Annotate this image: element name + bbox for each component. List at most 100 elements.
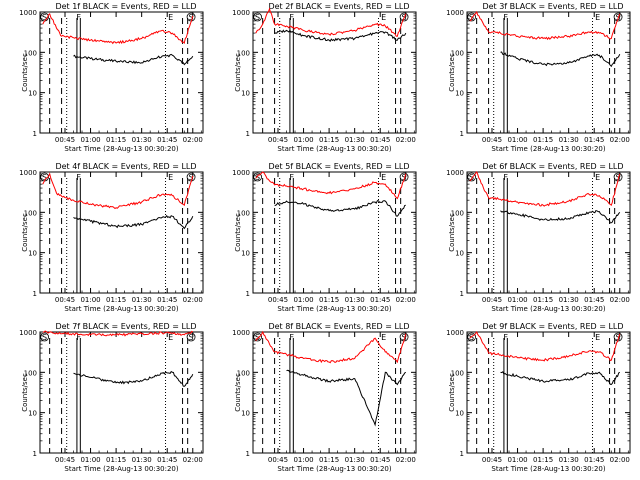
marker-label: F [290, 333, 295, 342]
y-tick-label: 10 [241, 250, 250, 258]
series-line [286, 369, 407, 427]
marker-circle [253, 12, 263, 22]
series-line [255, 7, 407, 37]
y-tick-label: 10 [241, 90, 250, 98]
y-tick-label: 1 [246, 130, 250, 138]
x-tick-label: 02:00 [183, 456, 203, 464]
y-axis-label: Counts/sec [234, 373, 242, 412]
y-axis-label: Counts/sec [448, 373, 456, 412]
series-line [73, 214, 194, 230]
chart-title: Det 1f BLACK = Events, RED = LLD [55, 2, 196, 11]
y-axis-label: Counts/sec [448, 213, 456, 252]
y-tick-label: 1000 [19, 9, 37, 17]
x-tick-label: 01:30 [345, 136, 365, 144]
y-axis-label: Counts/sec [234, 213, 242, 252]
x-axis-label: Start Time (28-Aug-13 00:30:20) [491, 145, 605, 153]
x-tick-label: 00:45 [55, 456, 75, 464]
x-tick-label: 01:30 [558, 136, 578, 144]
y-tick-label: 1 [33, 450, 37, 458]
x-tick-label: 02:00 [609, 456, 629, 464]
x-tick-label: 00:45 [481, 456, 501, 464]
x-tick-label: 01:30 [132, 296, 152, 304]
series-line [42, 330, 194, 337]
x-tick-label: 01:00 [294, 296, 314, 304]
marker-label: E [168, 13, 173, 22]
x-tick-label: 01:45 [157, 296, 177, 304]
y-axis-label: Counts/sec [234, 53, 242, 92]
x-tick-label: 01:15 [106, 296, 126, 304]
marker-label: F [76, 333, 81, 342]
marker-circle [40, 332, 49, 342]
series-line [499, 210, 620, 224]
y-tick-label: 1000 [446, 9, 464, 17]
x-tick-label: 02:00 [183, 296, 203, 304]
detector-panel: Det 1f BLACK = Events, RED = LLD 1 10 100 10… [0, 0, 213, 160]
chart-title: Det 5f BLACK = Events, RED = LLD [269, 162, 410, 171]
x-tick-label: 01:15 [319, 136, 339, 144]
marker-label: S [189, 13, 194, 22]
marker-circle [466, 12, 476, 22]
marker-label: E [595, 13, 600, 22]
marker-label: S [615, 333, 620, 342]
y-tick-label: 1 [246, 450, 250, 458]
series-line [274, 200, 407, 217]
chart-svg: Det 2f BLACK = Events, RED = LLD 1 10 100 10… [232, 2, 417, 153]
x-tick-label: 00:45 [268, 136, 288, 144]
plot-frame [252, 171, 417, 294]
y-tick-label: 1 [33, 130, 37, 138]
y-tick-label: 1 [459, 130, 463, 138]
y-axis-label: Counts/sec [21, 53, 29, 92]
y-tick-label: 10 [28, 410, 37, 418]
plot-frame [466, 11, 631, 134]
marker-label: F [503, 173, 508, 182]
y-tick-label: 100 [237, 209, 250, 217]
chart-title: Det 8f BLACK = Events, RED = LLD [269, 322, 410, 331]
marker-label: S [469, 173, 474, 182]
y-tick-label: 100 [24, 369, 37, 377]
x-tick-label: 00:45 [268, 456, 288, 464]
plot-frame [39, 11, 204, 134]
series-line [255, 171, 407, 200]
y-tick-label: 100 [450, 369, 463, 377]
x-tick-label: 01:15 [533, 456, 553, 464]
x-tick-label: 01:15 [106, 456, 126, 464]
y-tick-label: 1000 [232, 9, 250, 17]
chart-svg: Det 5f BLACK = Events, RED = LLD 1 10 100 10… [232, 162, 417, 313]
chart-svg: Det 3f BLACK = Events, RED = LLD 1 10 100 10… [446, 2, 631, 153]
x-tick-label: 01:45 [584, 136, 604, 144]
x-tick-label: 01:30 [132, 456, 152, 464]
x-tick-label: 00:45 [481, 136, 501, 144]
series-line [469, 10, 620, 41]
x-axis-label: Start Time (28-Aug-13 00:30:20) [491, 465, 605, 473]
chart-svg: Det 4f BLACK = Events, RED = LLD 1 10 100 10… [19, 162, 204, 313]
plot-frame [466, 331, 631, 454]
y-tick-label: 1000 [446, 169, 464, 177]
x-tick-label: 02:00 [183, 136, 203, 144]
marker-label: E [595, 173, 600, 182]
marker-circle [253, 172, 263, 182]
x-tick-label: 01:00 [80, 296, 100, 304]
marker-label: E [381, 333, 386, 342]
y-axis-label: Counts/sec [21, 213, 29, 252]
x-tick-label: 02:00 [396, 456, 416, 464]
marker-label: F [76, 173, 81, 182]
plot-frame [39, 331, 204, 454]
x-tick-label: 01:30 [345, 296, 365, 304]
y-tick-label: 1000 [232, 329, 250, 337]
marker-label: E [168, 173, 173, 182]
y-axis-label: Counts/sec [448, 53, 456, 92]
x-tick-label: 02:00 [396, 296, 416, 304]
chart-svg: Det 9f BLACK = Events, RED = LLD 1 10 100 10… [446, 322, 631, 473]
x-tick-label: 01:00 [507, 296, 527, 304]
y-tick-label: 1 [459, 450, 463, 458]
x-axis-label: Start Time (28-Aug-13 00:30:20) [64, 465, 178, 473]
marker-label: S [615, 173, 620, 182]
detector-panel: Det 4f BLACK = Events, RED = LLD 1 10 100 10… [0, 160, 213, 320]
x-tick-label: 01:00 [294, 136, 314, 144]
marker-label: S [255, 173, 260, 182]
x-tick-label: 01:30 [558, 456, 578, 464]
y-tick-label: 1 [246, 290, 250, 298]
x-axis-label: Start Time (28-Aug-13 00:30:20) [278, 305, 392, 313]
chart-title: Det 3f BLACK = Events, RED = LLD [482, 2, 623, 11]
marker-label: S [402, 333, 407, 342]
